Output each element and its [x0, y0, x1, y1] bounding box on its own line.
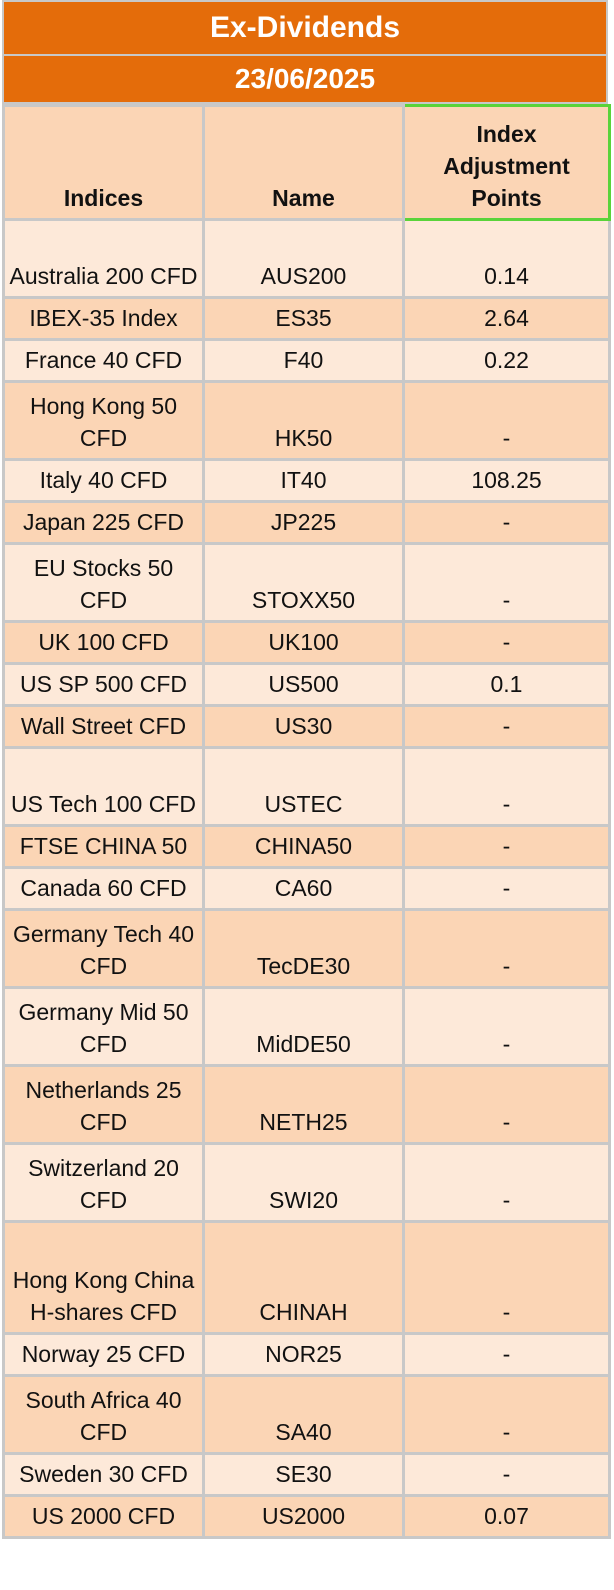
index-cell: Japan 225 CFD — [2, 500, 205, 545]
table-row: Germany Mid 50 CFD MidDE50- — [2, 986, 611, 1067]
name-cell: US500 — [202, 662, 405, 707]
table-row: Netherlands 25 CFD NETH25- — [2, 1064, 611, 1145]
index-cell: Netherlands 25 CFD — [2, 1064, 205, 1145]
index-cell: Australia 200 CFD — [2, 218, 205, 299]
points-cell: - — [402, 542, 611, 623]
points-cell: - — [402, 866, 611, 911]
table-row: Australia 200 CFD AUS200 0.14 — [2, 218, 611, 299]
points-cell: - — [402, 380, 611, 461]
table-row: UK 100 CFD UK100- — [2, 620, 611, 665]
points-cell: - — [402, 1064, 611, 1145]
index-cell: Germany Mid 50 CFD — [2, 986, 205, 1067]
name-cell: SWI20 — [202, 1142, 405, 1223]
name-cell: JP225 — [202, 500, 405, 545]
index-cell: EU Stocks 50 CFD — [2, 542, 205, 623]
index-cell: UK 100 CFD — [2, 620, 205, 665]
name-cell: SA40 — [202, 1374, 405, 1455]
points-cell: - — [402, 824, 611, 869]
table-row: EU Stocks 50 CFD STOXX50- — [2, 542, 611, 623]
table-row: Canada 60 CFD CA60- — [2, 866, 611, 911]
points-cell: - — [402, 908, 611, 989]
table-row: US SP 500 CFD US500 0.1 — [2, 662, 611, 707]
name-cell: CHINAH — [202, 1220, 405, 1335]
ex-dividends-sheet: Ex-Dividends 23/06/2025 Indices Name Ind… — [2, 0, 611, 1539]
points-cell: - — [402, 1142, 611, 1223]
header-indices: Indices — [2, 104, 205, 221]
index-cell: IBEX-35 Index — [2, 296, 205, 341]
name-cell: CA60 — [202, 866, 405, 911]
table-row: FTSE CHINA 50 CHINA50- — [2, 824, 611, 869]
name-cell: HK50 — [202, 380, 405, 461]
points-cell: 0.22 — [402, 338, 611, 383]
index-cell: Hong Kong China H-shares CFD — [2, 1220, 205, 1335]
table-row: Wall Street CFD US30- — [2, 704, 611, 749]
dividends-table: Indices Name Index Adjustment Points Aus… — [2, 104, 611, 1539]
table-row: Hong Kong 50 CFD HK50- — [2, 380, 611, 461]
points-cell: - — [402, 1332, 611, 1377]
table-row: Japan 225 CFD JP225- — [2, 500, 611, 545]
index-cell: Wall Street CFD — [2, 704, 205, 749]
header-adjustment-points: Index Adjustment Points — [402, 104, 611, 221]
name-cell: NETH25 — [202, 1064, 405, 1145]
points-cell: 108.25 — [402, 458, 611, 503]
index-cell: Canada 60 CFD — [2, 866, 205, 911]
table-row: IBEX-35 Index ES35 2.64 — [2, 296, 611, 341]
index-cell: Switzerland 20 CFD — [2, 1142, 205, 1223]
points-cell: - — [402, 1220, 611, 1335]
index-cell: Germany Tech 40 CFD — [2, 908, 205, 989]
name-cell: NOR25 — [202, 1332, 405, 1377]
table-row: Switzerland 20 CFD SWI20- — [2, 1142, 611, 1223]
table-row: France 40 CFD F40 0.22 — [2, 338, 611, 383]
name-cell: STOXX50 — [202, 542, 405, 623]
points-cell: 2.64 — [402, 296, 611, 341]
name-cell: US2000 — [202, 1494, 405, 1539]
points-cell: 0.07 — [402, 1494, 611, 1539]
sheet-title: Ex-Dividends — [2, 0, 608, 56]
index-cell: Norway 25 CFD — [2, 1332, 205, 1377]
index-cell: US Tech 100 CFD — [2, 746, 205, 827]
index-cell: Italy 40 CFD — [2, 458, 205, 503]
sheet-date: 23/06/2025 — [2, 56, 608, 104]
table-row: Germany Tech 40 CFD TecDE30- — [2, 908, 611, 989]
name-cell: F40 — [202, 338, 405, 383]
name-cell: SE30 — [202, 1452, 405, 1497]
name-cell: ES35 — [202, 296, 405, 341]
points-cell: 0.14 — [402, 218, 611, 299]
table-row: South Africa 40 CFD SA40- — [2, 1374, 611, 1455]
name-cell: TecDE30 — [202, 908, 405, 989]
table-row: Hong Kong China H-shares CFD CHINAH - — [2, 1220, 611, 1335]
name-cell: MidDE50 — [202, 986, 405, 1067]
index-cell: Sweden 30 CFD — [2, 1452, 205, 1497]
index-cell: US SP 500 CFD — [2, 662, 205, 707]
points-cell: 0.1 — [402, 662, 611, 707]
name-cell: IT40 — [202, 458, 405, 503]
table-body: Australia 200 CFD AUS200 0.14 IBEX-35 Index… — [2, 218, 611, 1539]
name-cell: AUS200 — [202, 218, 405, 299]
points-cell: - — [402, 1374, 611, 1455]
name-cell: USTEC — [202, 746, 405, 827]
points-cell: - — [402, 746, 611, 827]
table-row: US Tech 100 CFD USTEC - — [2, 746, 611, 827]
table-row: Sweden 30 CFD SE30- — [2, 1452, 611, 1497]
table-row: Norway 25 CFD NOR25- — [2, 1332, 611, 1377]
points-cell: - — [402, 704, 611, 749]
header-name: Name — [202, 104, 405, 221]
points-cell: - — [402, 620, 611, 665]
index-cell: FTSE CHINA 50 — [2, 824, 205, 869]
name-cell: CHINA50 — [202, 824, 405, 869]
name-cell: UK100 — [202, 620, 405, 665]
table-row: Italy 40 CFD IT40 108.25 — [2, 458, 611, 503]
points-cell: - — [402, 986, 611, 1067]
name-cell: US30 — [202, 704, 405, 749]
index-cell: South Africa 40 CFD — [2, 1374, 205, 1455]
index-cell: Hong Kong 50 CFD — [2, 380, 205, 461]
index-cell: France 40 CFD — [2, 338, 205, 383]
points-cell: - — [402, 1452, 611, 1497]
table-row: US 2000 CFD US2000 0.07 — [2, 1494, 611, 1539]
index-cell: US 2000 CFD — [2, 1494, 205, 1539]
points-cell: - — [402, 500, 611, 545]
